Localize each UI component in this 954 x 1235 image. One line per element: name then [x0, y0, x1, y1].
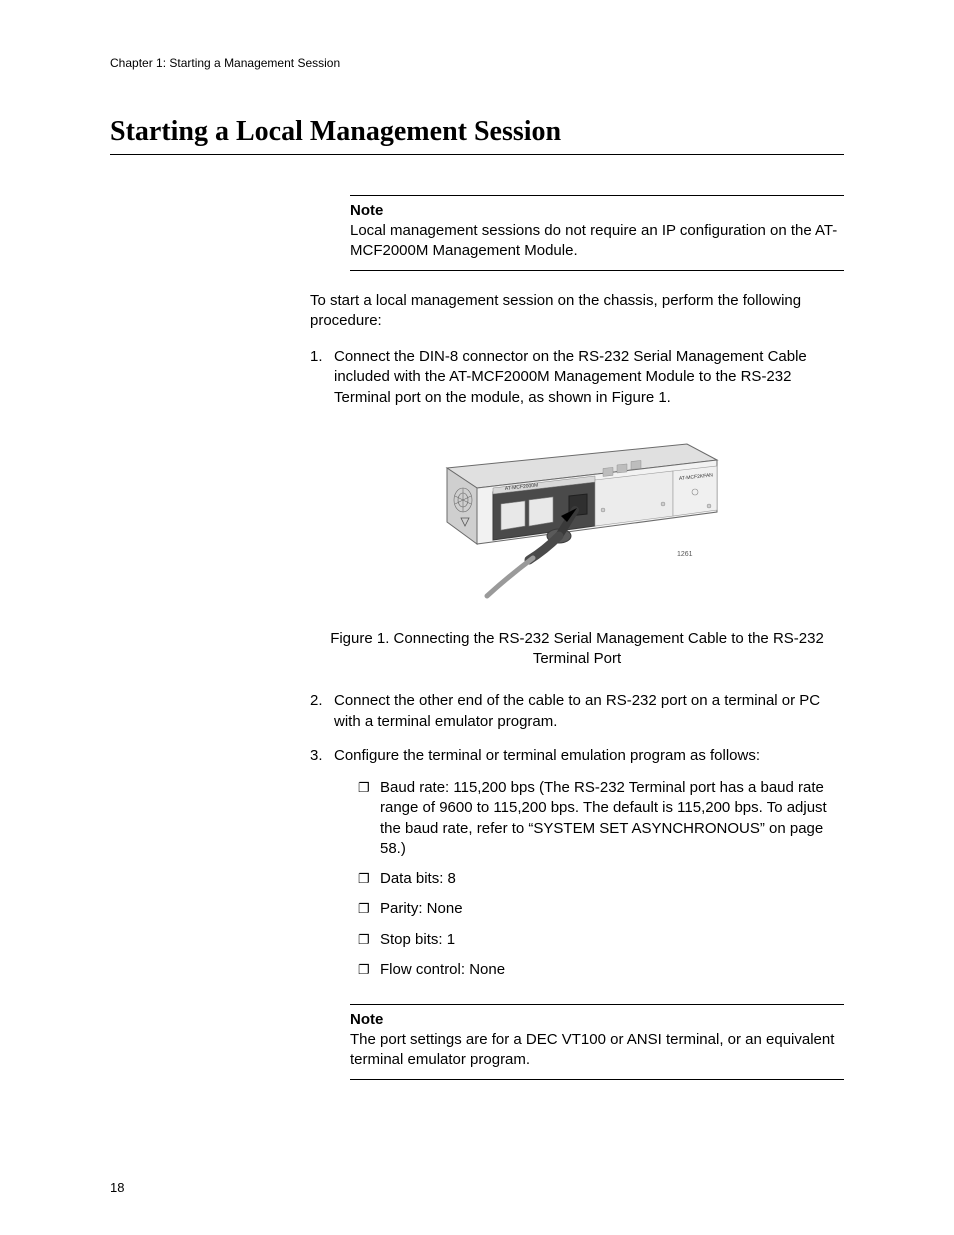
setting-parity: ❐ Parity: None [358, 899, 844, 919]
step-number: 2. [310, 691, 334, 732]
step-1: 1. Connect the DIN-8 connector on the RS… [310, 347, 844, 408]
page: Chapter 1: Starting a Management Session… [0, 0, 954, 1235]
running-header: Chapter 1: Starting a Management Session [110, 56, 844, 70]
bullet-icon: ❐ [358, 778, 380, 859]
step-number: 1. [310, 347, 334, 408]
step-number: 3. [310, 746, 334, 990]
setting-flow-control: ❐ Flow control: None [358, 960, 844, 980]
note-text: Local management sessions do not require… [350, 221, 844, 262]
figure-caption: Figure 1. Connecting the RS-232 Serial M… [330, 629, 824, 670]
setting-text: Data bits: 8 [380, 869, 844, 889]
device-illustration: AT-MCF2000M AT-MCF2KFAN [417, 426, 737, 606]
bullet-icon: ❐ [358, 899, 380, 919]
step-3: 3. Configure the terminal or terminal em… [310, 746, 844, 990]
figure-ref-number: 1261 [677, 551, 693, 558]
intro-paragraph: To start a local management session on t… [310, 291, 844, 332]
setting-stop-bits: ❐ Stop bits: 1 [358, 930, 844, 950]
note-box-1: Note Local management sessions do not re… [350, 195, 844, 271]
setting-text: Baud rate: 115,200 bps (The RS-232 Termi… [380, 778, 844, 859]
step-3-intro: Configure the terminal or terminal emula… [334, 747, 760, 764]
setting-baud-rate: ❐ Baud rate: 115,200 bps (The RS-232 Ter… [358, 778, 844, 859]
bullet-icon: ❐ [358, 869, 380, 889]
section-title: Starting a Local Management Session [110, 116, 844, 155]
setting-data-bits: ❐ Data bits: 8 [358, 869, 844, 889]
step-text: Connect the DIN-8 connector on the RS-23… [334, 347, 844, 408]
note-box-2: Note The port settings are for a DEC VT1… [350, 1004, 844, 1080]
step-text: Configure the terminal or terminal emula… [334, 746, 844, 990]
bullet-icon: ❐ [358, 960, 380, 980]
step-text: Connect the other end of the cable to an… [334, 691, 844, 732]
figure-1: AT-MCF2000M AT-MCF2KFAN [310, 426, 844, 611]
bullet-icon: ❐ [358, 930, 380, 950]
note-text: The port settings are for a DEC VT100 or… [350, 1030, 844, 1071]
note-label: Note [350, 1011, 844, 1028]
content-column: Note Local management sessions do not re… [310, 195, 844, 1080]
setting-text: Parity: None [380, 899, 844, 919]
step-2: 2. Connect the other end of the cable to… [310, 691, 844, 732]
terminal-settings-list: ❐ Baud rate: 115,200 bps (The RS-232 Ter… [358, 778, 844, 980]
note-label: Note [350, 202, 844, 219]
setting-text: Stop bits: 1 [380, 930, 844, 950]
page-number: 18 [110, 1180, 124, 1195]
setting-text: Flow control: None [380, 960, 844, 980]
